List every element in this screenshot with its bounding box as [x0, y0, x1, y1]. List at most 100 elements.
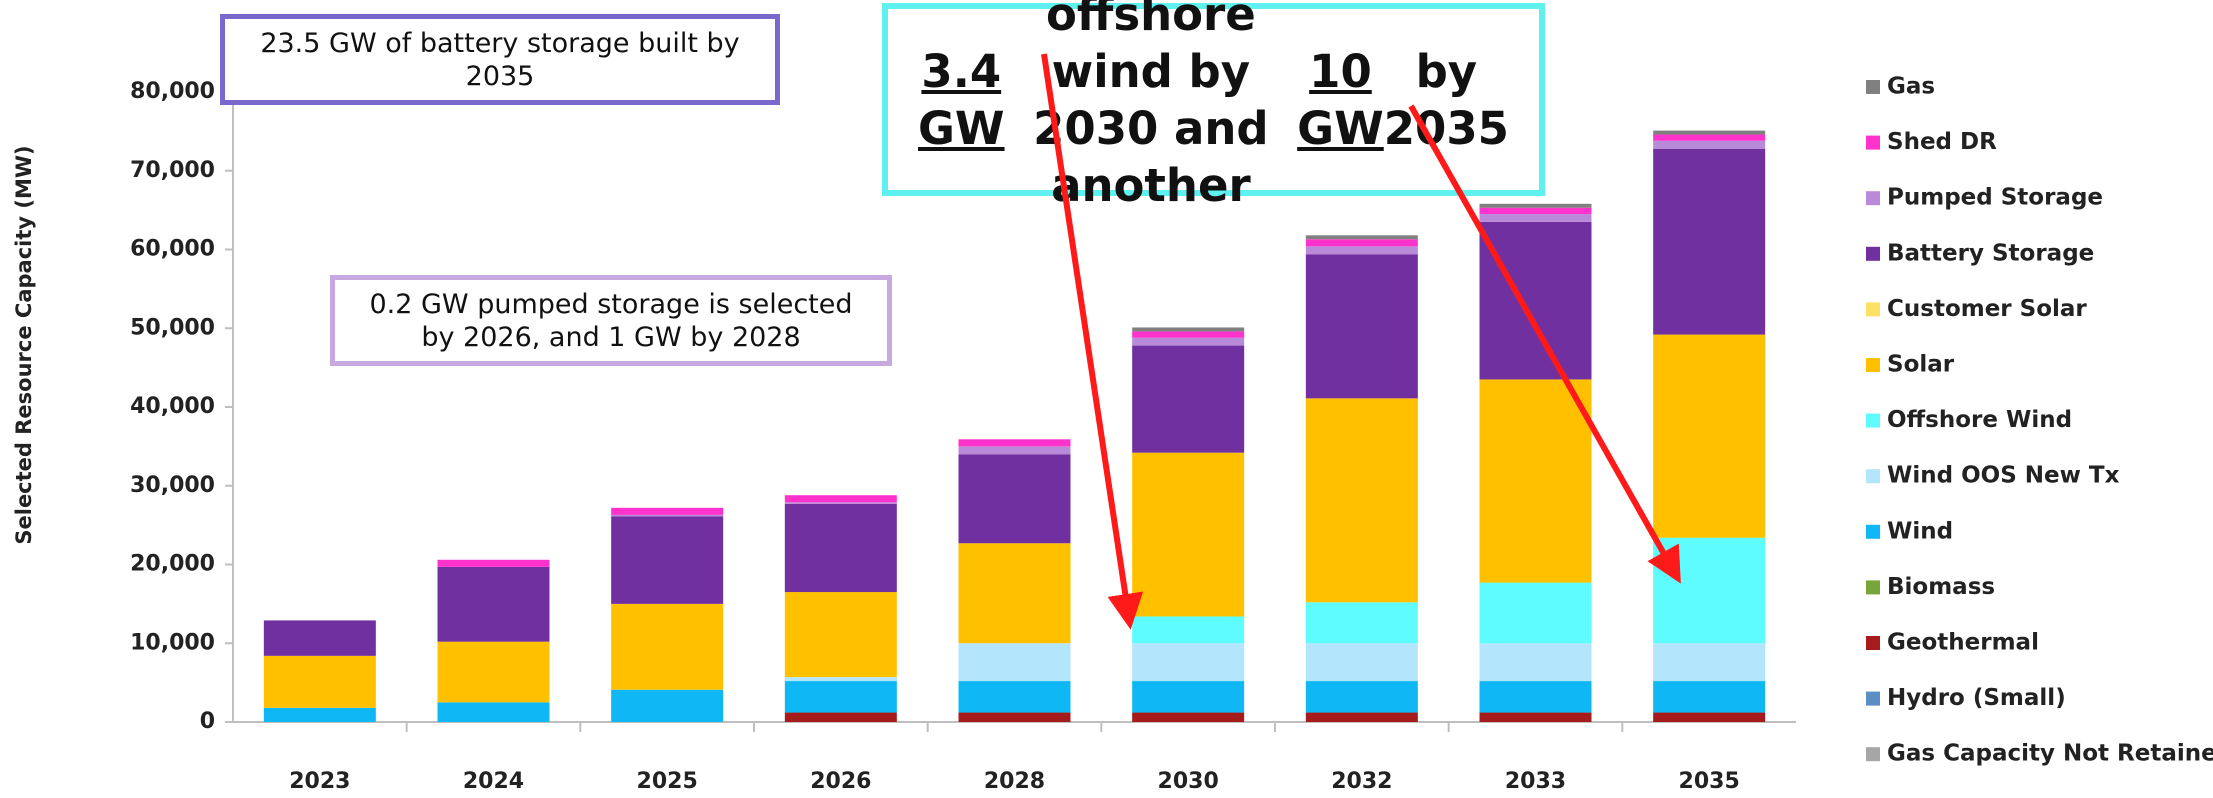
- bar-segment: [263, 655, 376, 708]
- annotation-text: by 2035: [1383, 44, 1509, 155]
- x-tick-label: 2023: [289, 769, 350, 794]
- legend-label: Shed DR: [1887, 129, 1997, 155]
- legend-swatch: [1866, 747, 1880, 762]
- bar-segment: [611, 507, 724, 515]
- bar-segment: [1653, 148, 1766, 335]
- bar-segment: [1132, 331, 1245, 338]
- legend-swatch: [1866, 691, 1880, 706]
- bar-segment: [1132, 712, 1245, 722]
- annotation-text: 23.5 GW of battery storage built by 2035: [260, 27, 740, 92]
- bar-segment: [1653, 134, 1766, 141]
- y-tick-label: 0: [200, 709, 215, 734]
- annotation: 3.4 GW offshore wind by 2030 and another…: [882, 0, 1545, 212]
- bar-segment: [784, 495, 897, 503]
- bar-segment: [1653, 681, 1766, 713]
- legend-swatch: [1866, 580, 1880, 595]
- bar-segment: [1305, 254, 1418, 399]
- bar-segment: [1479, 214, 1592, 222]
- y-tick-label: 10,000: [130, 630, 215, 655]
- bar-segment: [611, 689, 724, 722]
- bar-segment: [1305, 246, 1418, 255]
- bar-segment: [1132, 452, 1245, 617]
- y-tick-label: 30,000: [130, 473, 215, 498]
- bar-segment: [1305, 235, 1418, 240]
- legend-label: Gas: [1887, 74, 1935, 100]
- legend-swatch: [1866, 246, 1880, 261]
- bar-segment: [1479, 643, 1592, 682]
- annotation: 23.5 GW of battery storage built by 2035: [220, 14, 780, 105]
- legend-swatch: [1866, 302, 1880, 317]
- bar-segment: [1653, 140, 1766, 149]
- legend-label: Battery Storage: [1887, 240, 2094, 266]
- x-tick-label: 2033: [1505, 769, 1566, 794]
- bar-segment: [958, 712, 1071, 722]
- bar-segment: [1305, 681, 1418, 713]
- bar-segment: [611, 516, 724, 604]
- legend-swatch: [1866, 80, 1880, 94]
- legend-label: Hydro (Small): [1887, 685, 2066, 711]
- y-tick-label: 70,000: [130, 158, 215, 183]
- bar-segment: [611, 603, 724, 690]
- legend-swatch: [1866, 524, 1880, 539]
- y-tick-label: 60,000: [130, 237, 215, 262]
- y-tick-label: 80,000: [130, 79, 215, 104]
- bar-segment: [1479, 203, 1592, 208]
- y-tick-label: 40,000: [130, 394, 215, 419]
- y-tick-label: 20,000: [130, 552, 215, 577]
- bar-segment: [1479, 379, 1592, 583]
- bar-segment: [1132, 337, 1245, 346]
- bar-segment: [784, 502, 897, 504]
- bar-segment: [1132, 681, 1245, 713]
- legend-label: Geothermal: [1887, 630, 2039, 656]
- bar-segment: [611, 514, 724, 517]
- x-tick-label: 2032: [1331, 769, 1392, 794]
- annotation-text: 3.4 GW: [918, 44, 1005, 155]
- bar-segment: [437, 641, 550, 703]
- legend-swatch: [1866, 469, 1880, 484]
- legend-label: Pumped Storage: [1887, 185, 2103, 211]
- bar-segment: [784, 592, 897, 678]
- annotation-text: 10 GW: [1297, 44, 1384, 155]
- x-tick-label: 2024: [463, 769, 524, 794]
- legend-swatch: [1866, 636, 1880, 650]
- legend-swatch: [1866, 135, 1880, 150]
- bar-segment: [263, 620, 376, 656]
- bar-segment: [1479, 712, 1592, 722]
- bar-segment: [958, 643, 1071, 682]
- x-tick-label: 2030: [1158, 769, 1219, 794]
- x-tick-label: 2035: [1679, 769, 1740, 794]
- bar-segment: [958, 681, 1071, 713]
- annotation: 0.2 GW pumped storage is selected by 202…: [330, 275, 892, 366]
- legend-label: Solar: [1887, 352, 1955, 378]
- annotation-text: offshore wind by 2030 and another: [1033, 0, 1269, 212]
- bar-segment: [1305, 398, 1418, 603]
- bar-segment: [437, 566, 550, 642]
- bar-segment: [958, 543, 1071, 644]
- bar-segment: [1305, 602, 1418, 644]
- bar-segment: [784, 681, 897, 713]
- bar-segment: [1653, 130, 1766, 135]
- bar-segment: [1479, 207, 1592, 215]
- legend-label: Customer Solar: [1887, 296, 2087, 322]
- annotation-text: 0.2 GW pumped storage is selected by 202…: [369, 288, 853, 353]
- bar-segment: [958, 446, 1071, 455]
- bar-segment: [1479, 681, 1592, 713]
- bar-segment: [1305, 643, 1418, 682]
- bar-segment: [1653, 712, 1766, 722]
- bar-segment: [1305, 239, 1418, 247]
- legend-swatch: [1866, 191, 1880, 206]
- bar-segment: [1132, 345, 1245, 453]
- legend-label: Biomass: [1887, 574, 1995, 600]
- legend-label: Wind: [1887, 518, 1953, 544]
- bar-segment: [1132, 327, 1245, 332]
- bar-segment: [1305, 712, 1418, 722]
- legend-label: Offshore Wind: [1887, 407, 2072, 433]
- bar-segment: [1653, 643, 1766, 682]
- x-tick-label: 2026: [810, 769, 871, 794]
- bar-segment: [784, 677, 897, 682]
- bar-segment: [784, 503, 897, 593]
- bar-segment: [958, 439, 1071, 447]
- legend-swatch: [1866, 358, 1880, 372]
- bar-segment: [1479, 221, 1592, 380]
